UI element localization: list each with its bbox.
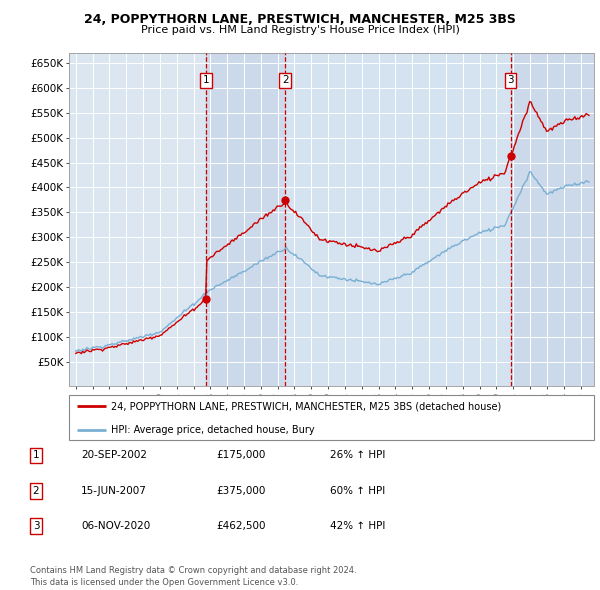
Bar: [206, 53, 286, 386]
Text: Contains HM Land Registry data © Crown copyright and database right 2024.
This d: Contains HM Land Registry data © Crown c…: [30, 566, 356, 587]
Text: 15-JUN-2007: 15-JUN-2007: [81, 486, 147, 496]
Text: £375,000: £375,000: [216, 486, 265, 496]
Text: 1: 1: [202, 76, 209, 86]
Text: 3: 3: [507, 76, 514, 86]
Text: £175,000: £175,000: [216, 451, 265, 460]
FancyBboxPatch shape: [69, 395, 594, 440]
Text: 20-SEP-2002: 20-SEP-2002: [81, 451, 147, 460]
Text: 3: 3: [32, 522, 40, 531]
Text: Price paid vs. HM Land Registry's House Price Index (HPI): Price paid vs. HM Land Registry's House …: [140, 25, 460, 35]
Text: 24, POPPYTHORN LANE, PRESTWICH, MANCHESTER, M25 3BS (detached house): 24, POPPYTHORN LANE, PRESTWICH, MANCHEST…: [111, 401, 501, 411]
Bar: [511, 53, 594, 386]
Text: HPI: Average price, detached house, Bury: HPI: Average price, detached house, Bury: [111, 425, 314, 435]
Text: 24, POPPYTHORN LANE, PRESTWICH, MANCHESTER, M25 3BS: 24, POPPYTHORN LANE, PRESTWICH, MANCHEST…: [84, 13, 516, 26]
Text: 42% ↑ HPI: 42% ↑ HPI: [330, 522, 385, 531]
Text: 2: 2: [282, 76, 289, 86]
Text: 06-NOV-2020: 06-NOV-2020: [81, 522, 150, 531]
Bar: [286, 53, 511, 386]
Text: 60% ↑ HPI: 60% ↑ HPI: [330, 486, 385, 496]
Text: £462,500: £462,500: [216, 522, 265, 531]
Text: 26% ↑ HPI: 26% ↑ HPI: [330, 451, 385, 460]
Text: 2: 2: [32, 486, 40, 496]
Text: 1: 1: [32, 451, 40, 460]
